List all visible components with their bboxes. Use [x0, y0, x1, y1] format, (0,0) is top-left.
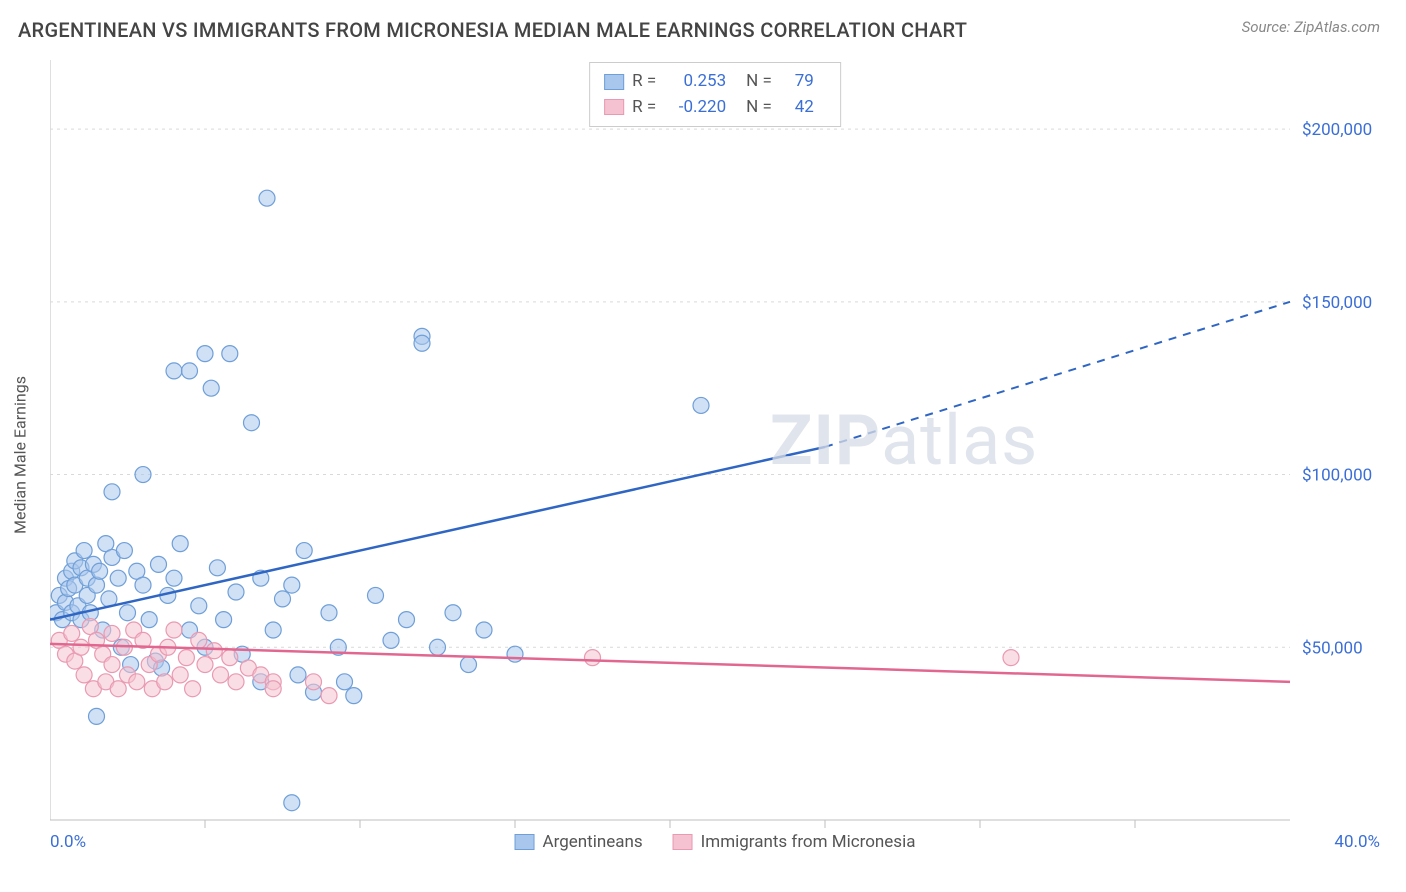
chart-area: Median Male Earnings $50,000$100,000$150… — [50, 60, 1380, 850]
chart-title: ARGENTINEAN VS IMMIGRANTS FROM MICRONESI… — [18, 18, 967, 42]
legend-swatch — [604, 99, 624, 115]
y-axis-label: Median Male Earnings — [11, 376, 30, 534]
legend-label: Argentineans — [543, 832, 643, 852]
x-axis-max-label: 40.0% — [1334, 832, 1380, 852]
scatter-plot: $50,000 $100,000 $150,000 $200,000 — [50, 60, 1380, 850]
series-legend: Argentineans Immigrants from Micronesia — [515, 832, 916, 852]
legend-swatch — [673, 834, 693, 850]
svg-text:$50,000: $50,000 — [1302, 638, 1363, 658]
svg-text:$200,000: $200,000 — [1302, 120, 1372, 140]
legend-row: R =-0.220N =42 — [604, 95, 826, 121]
correlation-legend: R =0.253N =79R =-0.220N =42 — [589, 62, 841, 127]
source-label: Source: ZipAtlas.com — [1242, 18, 1380, 36]
legend-item: Immigrants from Micronesia — [673, 832, 916, 852]
legend-label: Immigrants from Micronesia — [701, 832, 916, 852]
legend-row: R =0.253N =79 — [604, 69, 826, 95]
legend-swatch — [515, 834, 535, 850]
svg-text:$100,000: $100,000 — [1302, 466, 1372, 486]
svg-text:$150,000: $150,000 — [1302, 293, 1372, 313]
legend-swatch — [604, 74, 624, 90]
legend-item: Argentineans — [515, 832, 643, 852]
x-axis-min-label: 0.0% — [50, 832, 86, 852]
